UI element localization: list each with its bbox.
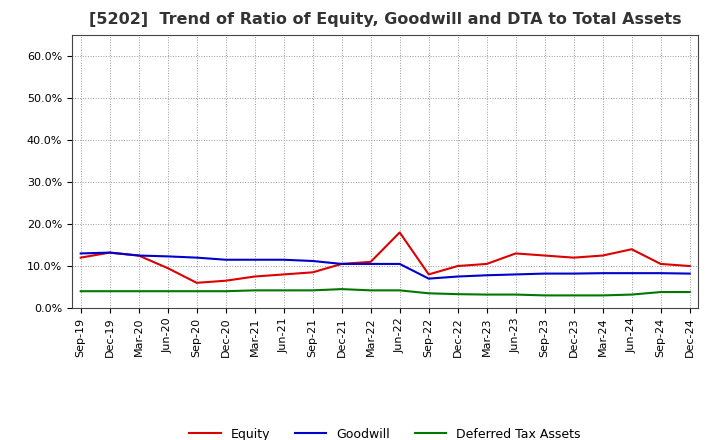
Equity [76,255,85,260]
Deferred Tax Assets [627,292,636,297]
Deferred Tax Assets [541,293,549,298]
Goodwill [366,261,375,267]
Line: Equity: Equity [81,232,690,283]
Deferred Tax Assets [192,289,201,294]
Deferred Tax Assets [482,292,491,297]
Goodwill [76,251,85,256]
Equity [105,250,114,255]
Deferred Tax Assets [279,288,288,293]
Deferred Tax Assets [570,293,578,298]
Legend: Equity, Goodwill, Deferred Tax Assets: Equity, Goodwill, Deferred Tax Assets [184,422,586,440]
Goodwill [627,271,636,276]
Equity [657,261,665,267]
Line: Goodwill: Goodwill [81,253,690,279]
Deferred Tax Assets [308,288,317,293]
Goodwill [338,261,346,267]
Equity [338,261,346,267]
Deferred Tax Assets [163,289,172,294]
Deferred Tax Assets [511,292,520,297]
Equity [570,255,578,260]
Goodwill [221,257,230,262]
Equity [251,274,259,279]
Goodwill [395,261,404,267]
Deferred Tax Assets [221,289,230,294]
Goodwill [279,257,288,262]
Goodwill [685,271,694,276]
Equity [424,272,433,277]
Goodwill [511,272,520,277]
Deferred Tax Assets [105,289,114,294]
Deferred Tax Assets [454,292,462,297]
Equity [221,278,230,283]
Equity [454,264,462,269]
Equity [395,230,404,235]
Equity [685,264,694,269]
Deferred Tax Assets [338,286,346,292]
Equity [627,246,636,252]
Deferred Tax Assets [598,293,607,298]
Equity [135,253,143,258]
Deferred Tax Assets [135,289,143,294]
Goodwill [424,276,433,281]
Goodwill [482,273,491,278]
Line: Deferred Tax Assets: Deferred Tax Assets [81,289,690,295]
Goodwill [192,255,201,260]
Equity [308,270,317,275]
Equity [192,280,201,286]
Deferred Tax Assets [395,288,404,293]
Deferred Tax Assets [685,290,694,295]
Goodwill [308,258,317,264]
Goodwill [657,271,665,276]
Goodwill [454,274,462,279]
Deferred Tax Assets [251,288,259,293]
Goodwill [105,250,114,255]
Equity [482,261,491,267]
Deferred Tax Assets [76,289,85,294]
Deferred Tax Assets [366,288,375,293]
Deferred Tax Assets [424,291,433,296]
Title: [5202]  Trend of Ratio of Equity, Goodwill and DTA to Total Assets: [5202] Trend of Ratio of Equity, Goodwil… [89,12,682,27]
Equity [163,265,172,271]
Goodwill [570,271,578,276]
Equity [598,253,607,258]
Goodwill [251,257,259,262]
Equity [511,251,520,256]
Goodwill [135,253,143,258]
Deferred Tax Assets [657,290,665,295]
Equity [366,259,375,264]
Equity [279,272,288,277]
Equity [541,253,549,258]
Goodwill [598,271,607,276]
Goodwill [541,271,549,276]
Goodwill [163,254,172,259]
